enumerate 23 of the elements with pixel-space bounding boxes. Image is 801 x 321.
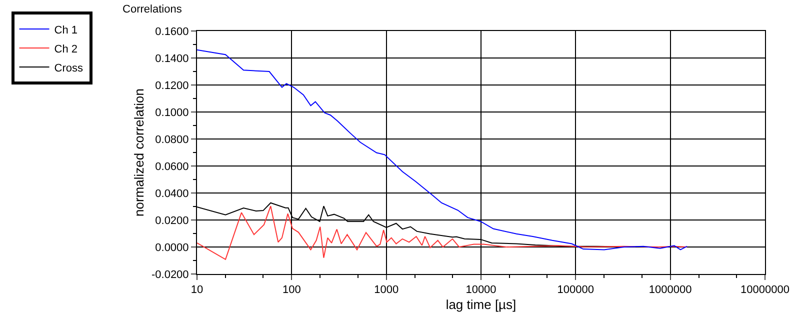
- y-tick-label: 0.0000: [155, 242, 189, 254]
- y-tick-label: 0.1400: [155, 52, 189, 65]
- y-tick-label: 0.1200: [155, 80, 189, 92]
- x-tick-label: 10: [190, 284, 204, 296]
- y-tick-label: 0.1600: [155, 26, 189, 38]
- y-tick-label: -0.0200: [151, 268, 189, 281]
- y-tick-label: 0.0200: [155, 214, 189, 227]
- y-tick-label: 0.0800: [155, 134, 189, 146]
- legend-label: Ch 2: [54, 43, 78, 56]
- x-axis-title: lag time [µs]: [446, 296, 516, 312]
- y-tick-label: 0.0400: [155, 188, 189, 200]
- y-axis-title: normalized correlation: [131, 88, 146, 216]
- y-tick-label: 0.1000: [155, 106, 189, 119]
- legend-label: Ch 1: [54, 24, 78, 36]
- x-tick-label: 1000000: [648, 284, 692, 296]
- legend-label: Cross: [54, 62, 84, 74]
- x-tick-label: 10000000: [740, 284, 790, 296]
- chart-title: Correlations: [122, 4, 182, 16]
- x-tick-label: 10000: [466, 284, 496, 296]
- x-tick-label: 100: [282, 284, 301, 296]
- x-tick-label: 100000: [557, 284, 594, 296]
- x-tick-label: 1000: [374, 284, 399, 296]
- y-tick-label: 0.0600: [155, 160, 189, 173]
